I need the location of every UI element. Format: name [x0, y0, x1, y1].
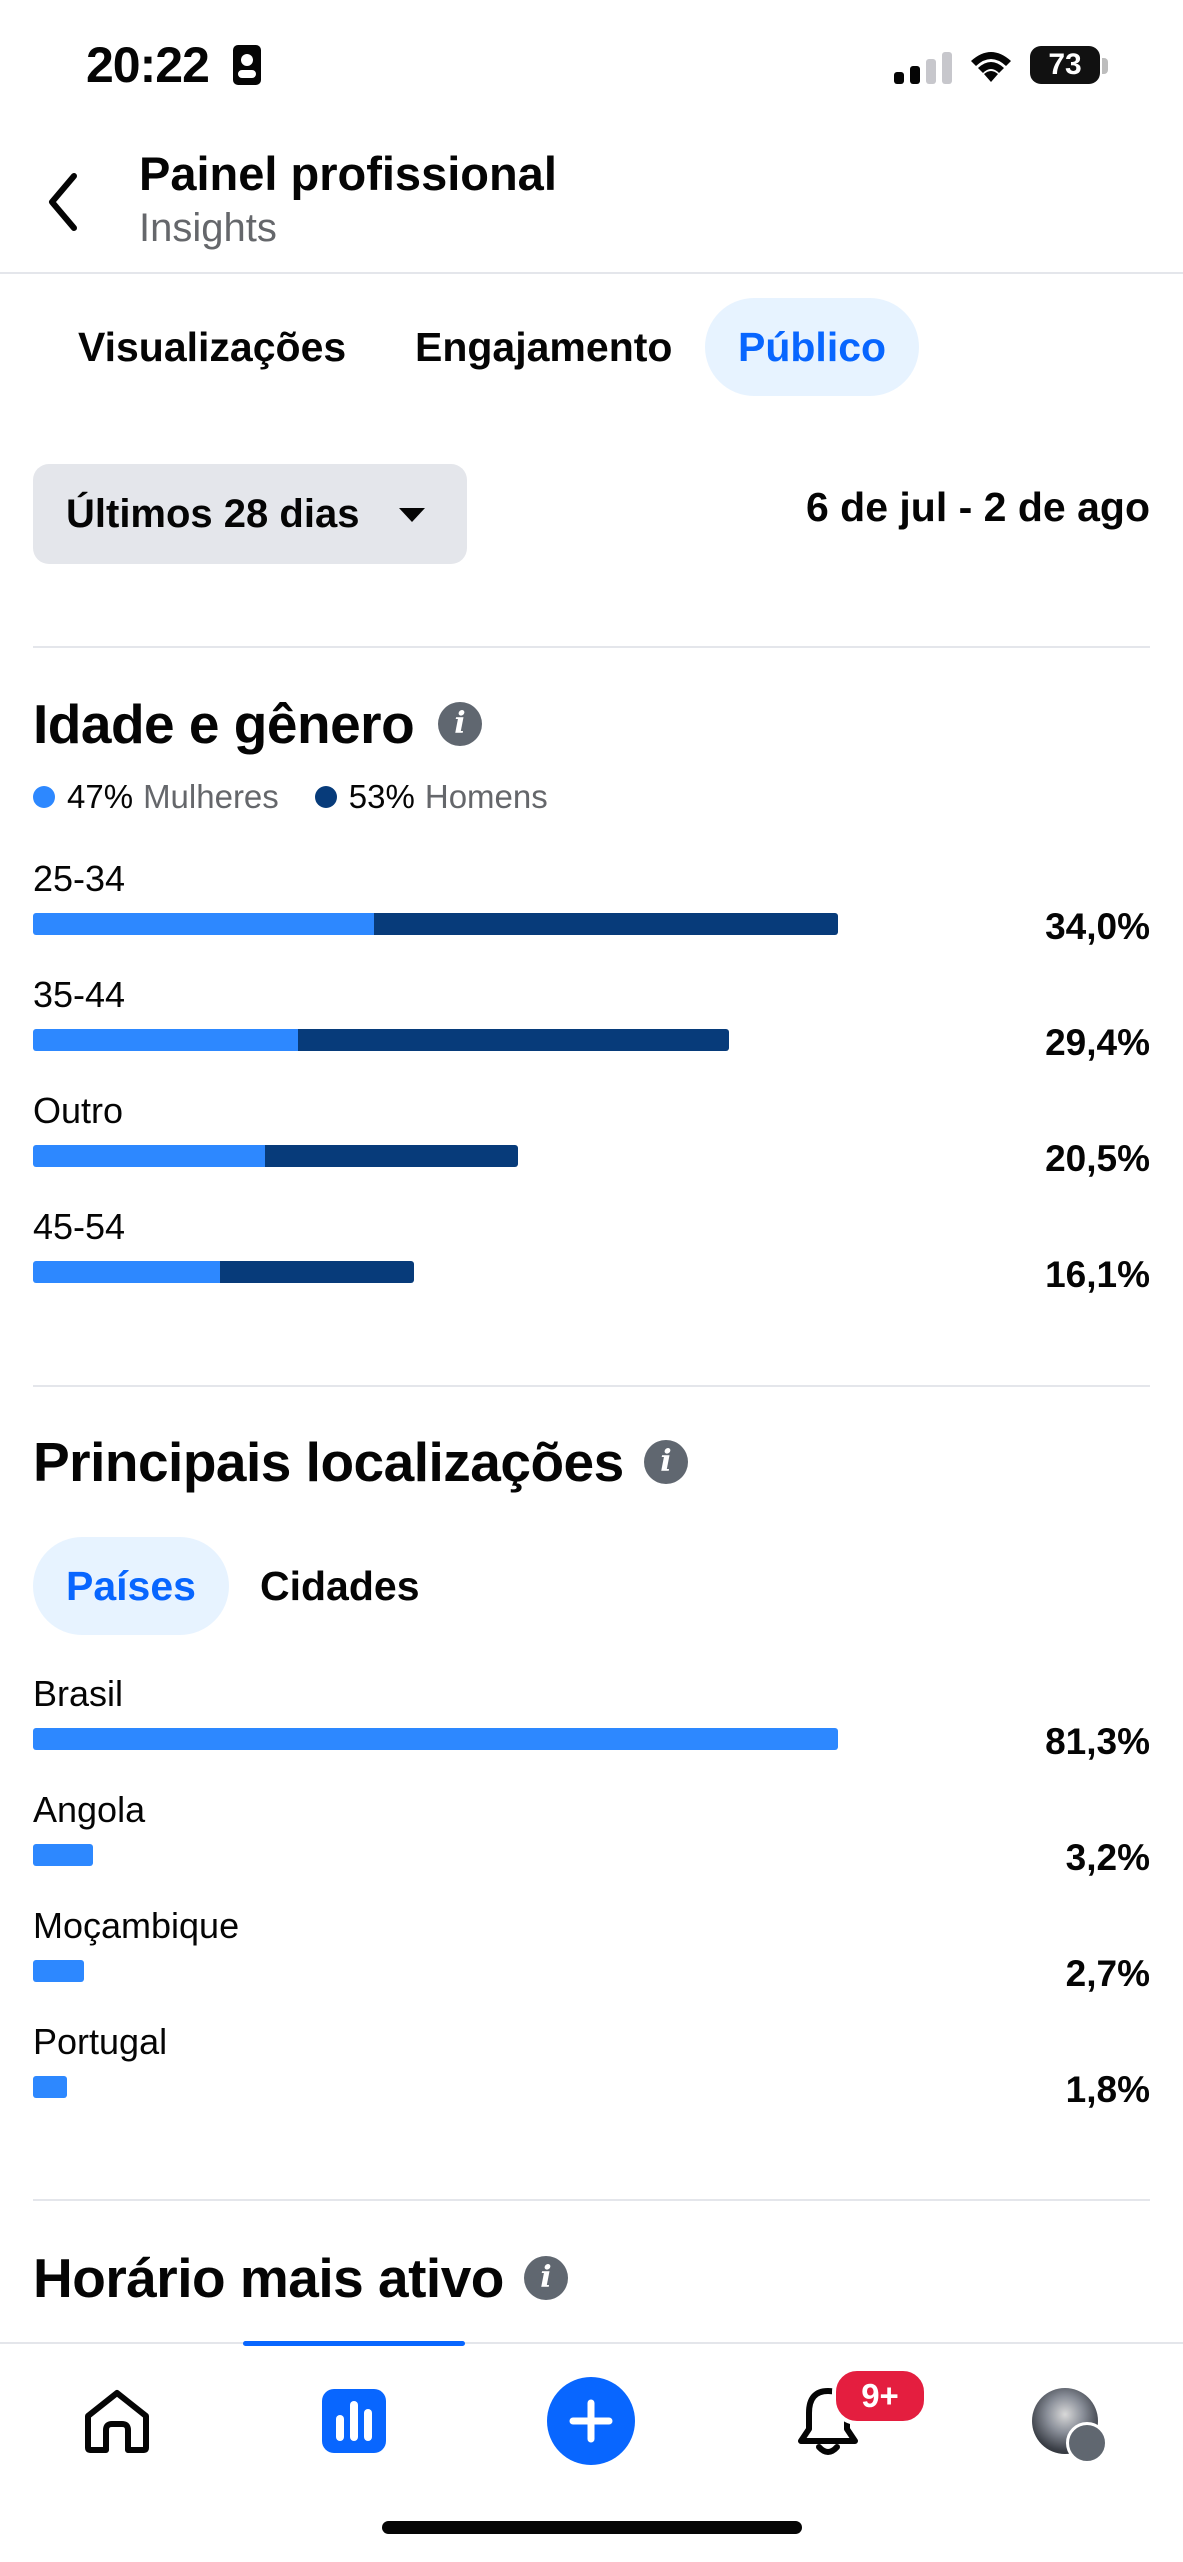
nav-active-indicator [243, 2341, 465, 2346]
nav-profile[interactable] [1010, 2366, 1120, 2476]
cellular-signal-icon [894, 52, 952, 84]
age-row-bar [33, 913, 838, 935]
page-title: Painel profissional [139, 147, 557, 200]
location-row-value: 3,2% [1065, 1837, 1150, 1878]
header-divider [0, 272, 1183, 274]
info-icon[interactable]: i [524, 2256, 568, 2300]
age-row-value: 29,4% [1045, 1022, 1150, 1063]
bar-segment-women [33, 913, 374, 935]
age-row-bar [33, 1261, 415, 1283]
wifi-icon [971, 52, 1011, 82]
back-arrow-icon[interactable] [44, 170, 84, 234]
period-label: Últimos 28 dias [66, 492, 360, 536]
legend-women-pct: 47% [67, 778, 134, 815]
bar-segment-men [265, 1145, 519, 1167]
age-row-value: 34,0% [1045, 906, 1150, 947]
bar-segment-men [373, 913, 838, 935]
location-row-value: 81,3% [1045, 1721, 1150, 1762]
bar-segment-women [33, 1029, 299, 1051]
tab-visualizacoes[interactable]: Visualizações [78, 324, 347, 370]
section-divider [33, 646, 1150, 648]
info-icon[interactable]: i [644, 1440, 688, 1484]
location-row-bar [33, 2076, 67, 2098]
nav-home[interactable] [62, 2366, 172, 2476]
location-row-label: Angola [33, 1789, 146, 1830]
nav-create[interactable] [536, 2366, 646, 2476]
age-gender-title: Idade e gênero [33, 693, 415, 755]
nav-insights[interactable] [299, 2366, 409, 2476]
bar-segment-women [33, 1145, 266, 1167]
legend-dot-men [314, 786, 337, 808]
battery-tip [1102, 58, 1108, 74]
active-hours-title: Horário mais ativo [33, 2247, 504, 2309]
contact-card-icon [233, 45, 261, 85]
page-subtitle: Insights [139, 206, 277, 250]
notification-badge: 9+ [832, 2367, 928, 2425]
location-row-value: 1,8% [1065, 2069, 1150, 2110]
menu-icon [1066, 2422, 1108, 2464]
location-row-bar [33, 1960, 84, 1982]
bar-segment-men [298, 1029, 730, 1051]
profile-avatar [1032, 2388, 1108, 2464]
age-row-bar [33, 1145, 519, 1167]
date-range: 6 de jul - 2 de ago [805, 484, 1150, 530]
info-icon[interactable]: i [438, 702, 482, 746]
age-row-label: 25-34 [33, 858, 126, 899]
subtab-paises[interactable]: Países [33, 1537, 229, 1635]
legend-women-label: Mulheres [143, 778, 279, 815]
create-icon [547, 2377, 635, 2465]
gender-legend: 47% Mulheres 53% Homens [33, 778, 548, 816]
bar-segment-women [33, 1261, 221, 1283]
tab-engajamento[interactable]: Engajamento [415, 324, 673, 370]
period-dropdown[interactable]: Últimos 28 dias [33, 464, 467, 564]
location-row-label: Brasil [33, 1673, 124, 1714]
locations-title: Principais localizações [33, 1431, 624, 1493]
bar-segment-men [220, 1261, 415, 1283]
location-row-label: Moçambique [33, 1905, 240, 1946]
battery-level: 73 [1030, 46, 1100, 84]
section-divider [33, 2199, 1150, 2201]
age-row-label: Outro [33, 1090, 124, 1131]
age-row-label: 35-44 [33, 974, 126, 1015]
tab-publico[interactable]: Público [705, 298, 920, 396]
home-icon [85, 2390, 149, 2453]
section-divider [33, 1385, 1150, 1387]
insights-icon [322, 2389, 386, 2453]
age-row-label: 45-54 [33, 1206, 126, 1247]
location-row-bar [33, 1844, 94, 1866]
subtab-cidades[interactable]: Cidades [260, 1563, 420, 1609]
location-row-value: 2,7% [1065, 1953, 1150, 1994]
home-indicator [382, 2521, 802, 2534]
age-row-value: 20,5% [1045, 1138, 1150, 1179]
legend-men-label: Homens [424, 778, 548, 815]
caret-down-icon [399, 508, 425, 522]
age-row-bar [33, 1029, 730, 1051]
legend-men-pct: 53% [348, 778, 415, 815]
legend-dot-women [33, 786, 55, 808]
location-row-label: Portugal [33, 2021, 168, 2062]
status-time: 20:22 [86, 37, 210, 93]
age-row-value: 16,1% [1045, 1254, 1150, 1295]
location-row-bar [33, 1728, 838, 1750]
